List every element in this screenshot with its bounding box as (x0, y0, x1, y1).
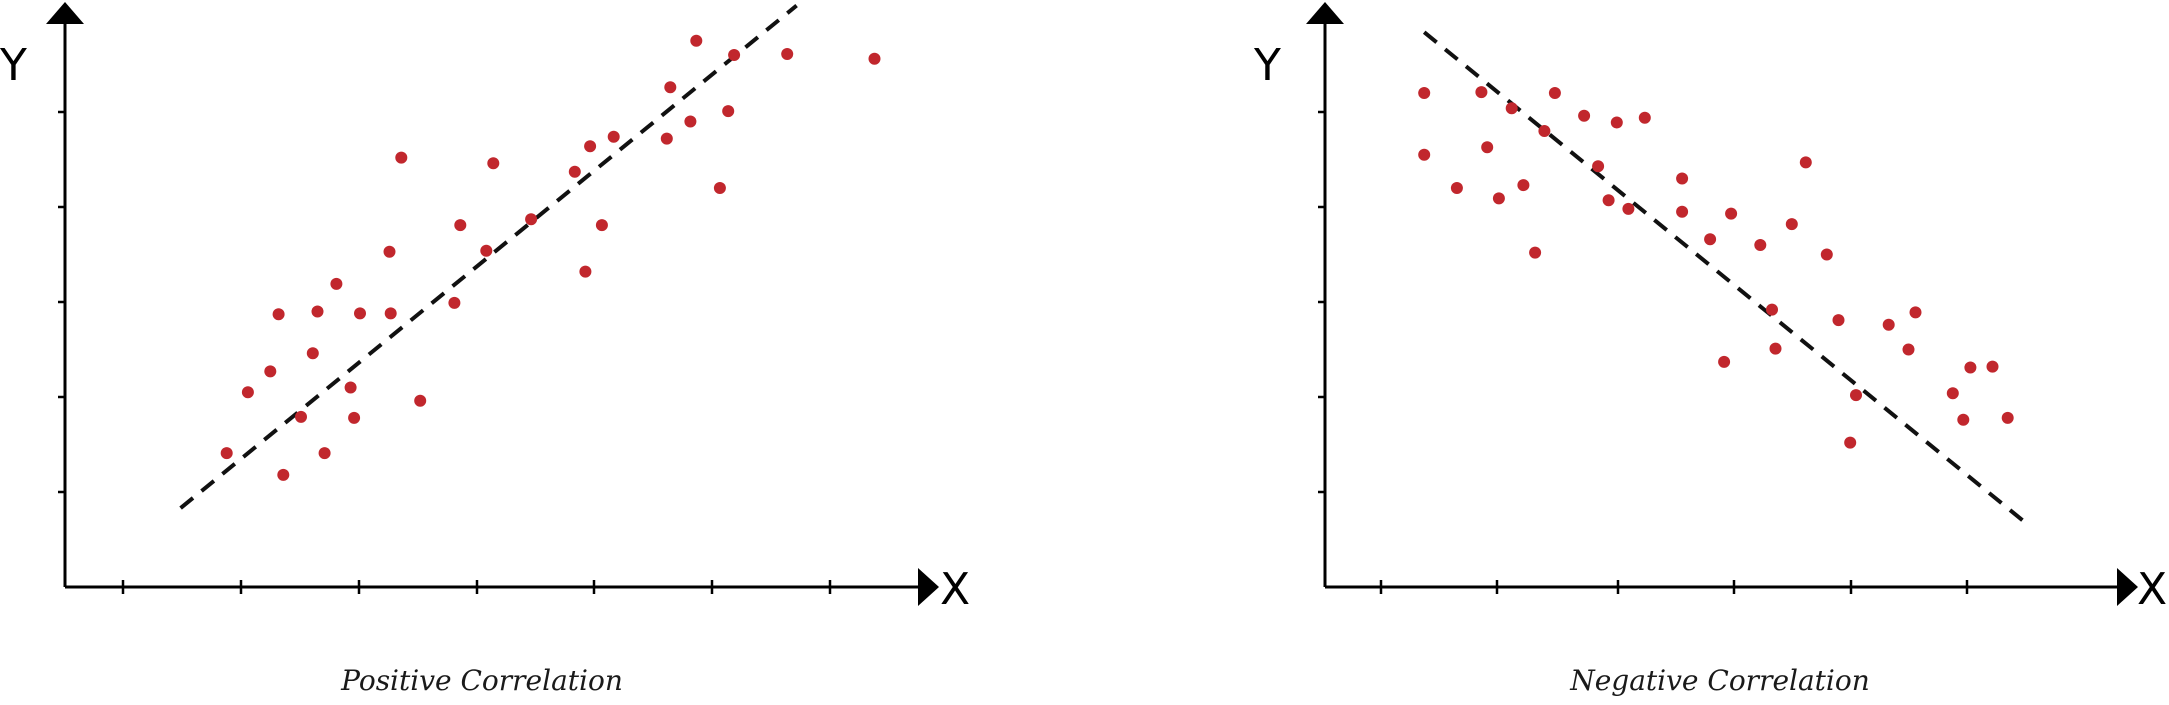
data-point (1799, 156, 1812, 169)
negative-trend-line (1422, 30, 2030, 527)
positive-chart-caption: Positive Correlation (340, 664, 623, 697)
positive-trend-line (179, 4, 798, 510)
data-point (1820, 248, 1833, 261)
data-point (1676, 172, 1689, 185)
data-point (1902, 343, 1915, 356)
data-point (487, 157, 500, 170)
data-point (414, 394, 427, 407)
data-point (595, 219, 608, 232)
x-axis-label: X (940, 564, 970, 615)
x-axis-arrow (2117, 568, 2138, 606)
data-point (1548, 87, 1561, 99)
data-point (1481, 141, 1494, 154)
data-point (344, 381, 357, 394)
data-point (1754, 239, 1767, 251)
data-point (454, 219, 467, 232)
data-point (1602, 194, 1615, 207)
data-point (568, 165, 581, 178)
data-point (1622, 202, 1635, 215)
data-point (295, 410, 307, 423)
data-point (1475, 86, 1488, 99)
data-point (781, 48, 794, 60)
negative-chart-caption: Negative Correlation (1569, 664, 1870, 697)
data-point (448, 296, 461, 309)
data-point (1676, 205, 1689, 218)
y-axis-ticks (58, 110, 65, 494)
data-point (241, 386, 254, 399)
data-point (272, 308, 285, 321)
x-axis-arrow (918, 568, 939, 606)
data-point (1957, 413, 1970, 426)
data-point (277, 468, 290, 481)
data-point (713, 182, 726, 194)
data-point (1538, 125, 1551, 137)
data-point (607, 130, 620, 143)
data-point (383, 245, 396, 258)
data-point (525, 213, 538, 226)
data-point (1492, 192, 1505, 205)
data-point (1882, 318, 1895, 331)
x-axis-label: X (2137, 564, 2167, 615)
positive-data-points (220, 34, 881, 481)
data-point (330, 277, 343, 290)
data-point (1418, 87, 1431, 99)
data-point (1578, 109, 1591, 122)
data-point (1529, 246, 1542, 259)
data-point (660, 132, 673, 145)
data-point (728, 49, 741, 61)
data-point (318, 447, 331, 460)
data-point (1986, 360, 1999, 373)
y-axis-label: Y (0, 40, 27, 91)
negative-data-points (1418, 86, 2014, 449)
negative-correlation-chart: Y X Negative Correlation (1253, 2, 2167, 697)
data-point (2001, 411, 2014, 424)
data-point (579, 265, 592, 278)
data-point (664, 81, 677, 94)
data-point (1850, 389, 1862, 402)
data-point (1964, 361, 1977, 374)
data-point (1769, 342, 1782, 355)
data-point (1725, 207, 1738, 220)
data-point (868, 52, 881, 65)
data-point (348, 411, 361, 424)
data-point (1592, 160, 1605, 173)
y-axis-ticks (1318, 110, 1325, 494)
data-point (1505, 102, 1518, 115)
y-axis-arrow (1306, 2, 1344, 24)
data-point (1517, 179, 1530, 192)
y-axis-arrow (46, 2, 84, 24)
data-point (584, 140, 597, 153)
data-point (1704, 233, 1717, 246)
data-point (1718, 355, 1731, 368)
data-point (354, 307, 366, 320)
data-point (690, 34, 703, 47)
data-point (220, 447, 233, 460)
x-axis-ticks (1379, 580, 1969, 594)
data-point (1832, 314, 1845, 327)
data-point (684, 115, 697, 128)
positive-correlation-chart: Y X Positive Correlation (0, 2, 970, 697)
data-point (1844, 436, 1857, 449)
data-point (480, 244, 493, 257)
y-axis-label: Y (1253, 40, 1281, 91)
data-point (1946, 387, 1959, 400)
data-point (1450, 182, 1463, 194)
data-point (1909, 306, 1922, 319)
data-point (306, 347, 319, 360)
data-point (384, 307, 397, 320)
data-point (395, 151, 408, 164)
data-point (264, 365, 277, 378)
data-point (311, 305, 324, 318)
data-point (1766, 303, 1778, 316)
data-point (1610, 116, 1623, 129)
data-point (1418, 148, 1431, 161)
data-point (1785, 218, 1798, 231)
data-point (722, 105, 735, 118)
data-point (1638, 111, 1651, 124)
x-axis-ticks (121, 580, 832, 594)
